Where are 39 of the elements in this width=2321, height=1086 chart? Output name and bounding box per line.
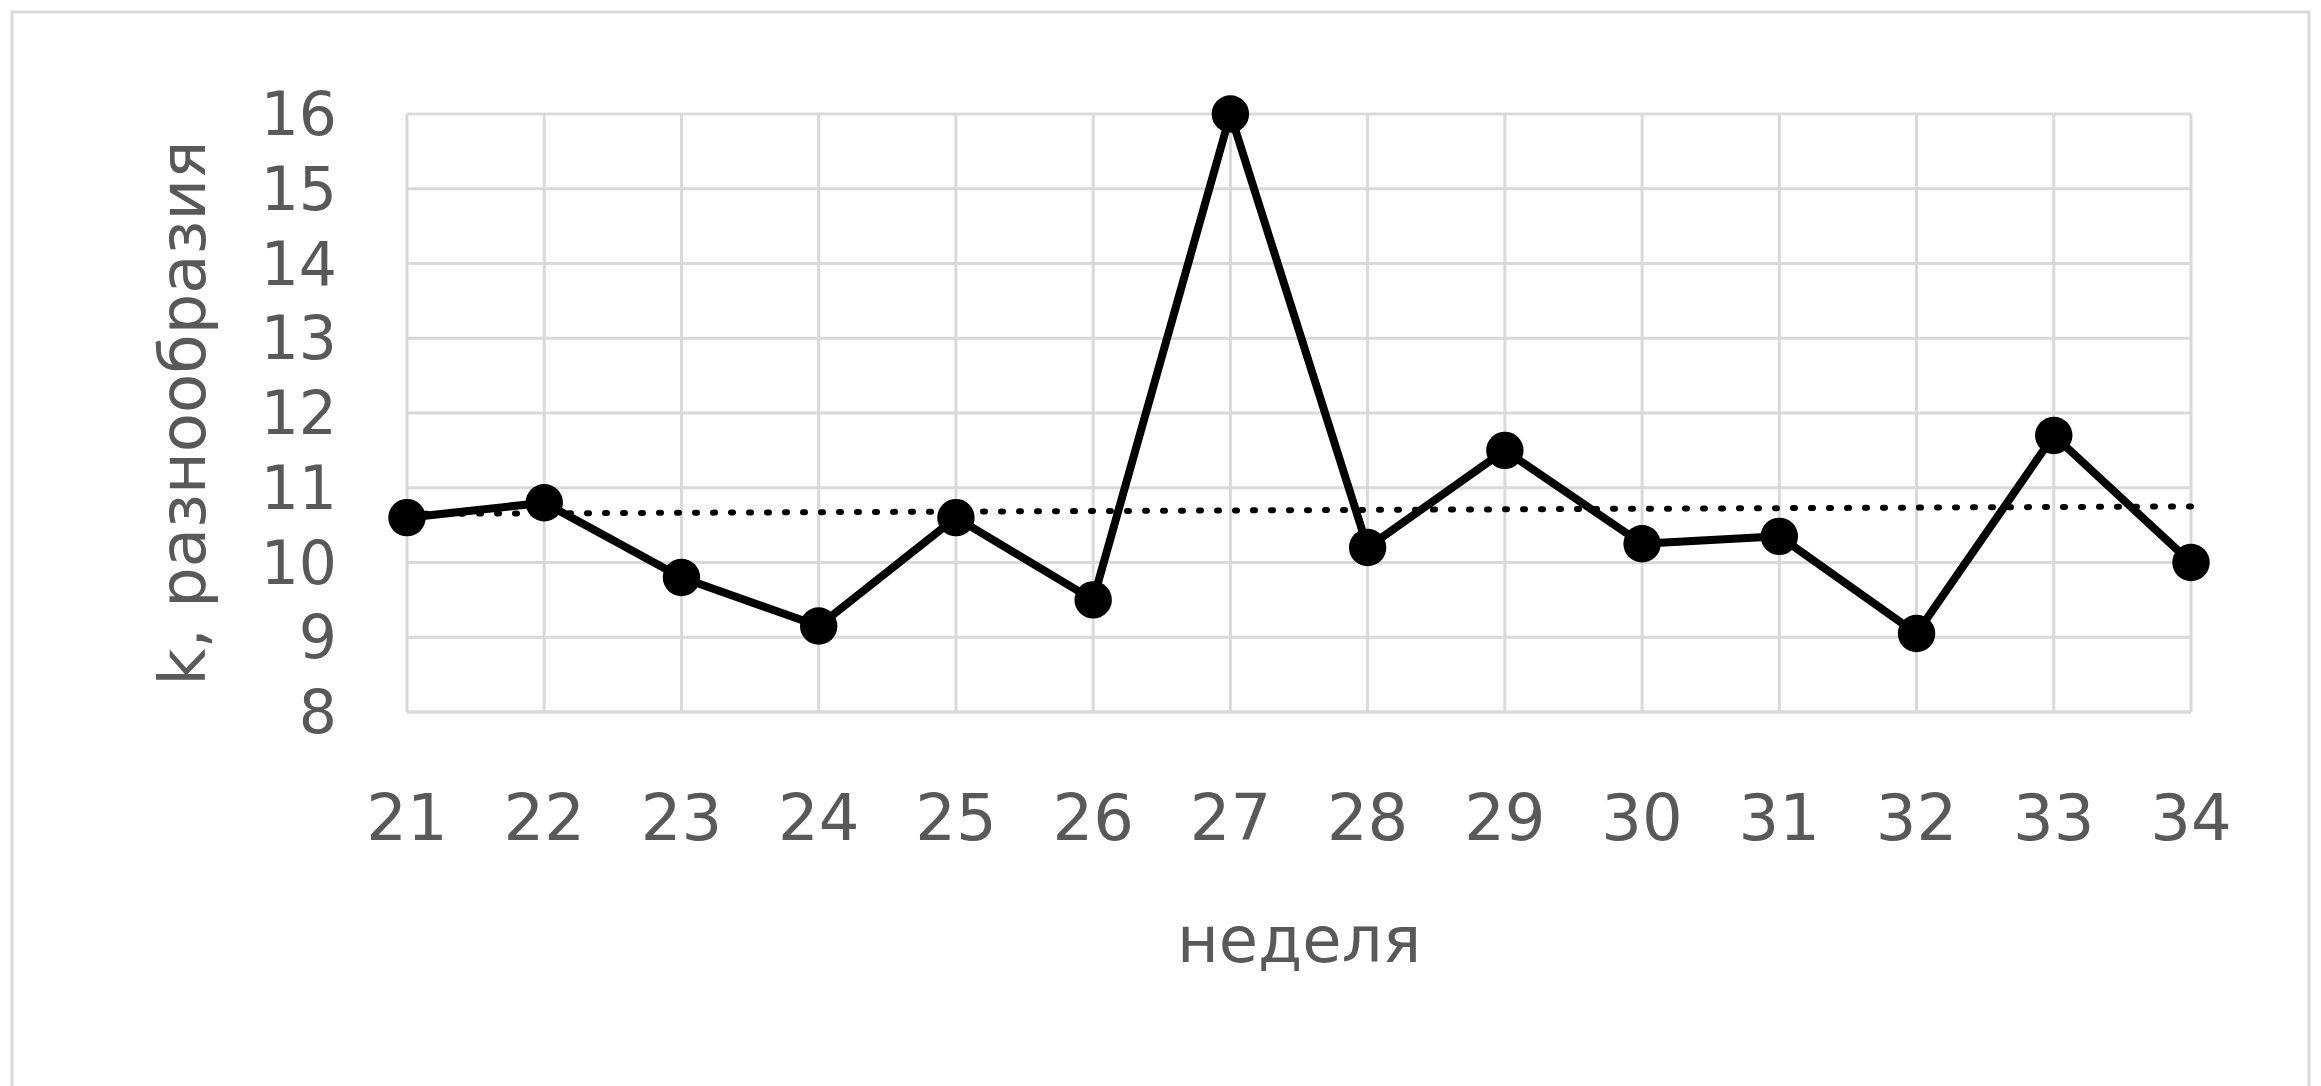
y-tick-label: 15 <box>260 153 337 224</box>
x-tick-label: 22 <box>503 781 585 855</box>
point <box>2172 543 2210 582</box>
point <box>1623 525 1661 563</box>
y-tick-label: 16 <box>260 79 337 149</box>
point <box>1897 614 1936 653</box>
x-axis-title: неделя <box>1176 903 1422 977</box>
x-tick-label: 33 <box>2013 781 2095 855</box>
point <box>1211 95 1250 133</box>
y-tick-label: 10 <box>260 527 337 598</box>
point <box>1760 517 1799 556</box>
y-tick-label: 13 <box>260 303 337 374</box>
point <box>525 484 563 522</box>
y-tick-label: 14 <box>260 228 337 299</box>
point <box>1074 581 1112 619</box>
x-tick-label: 29 <box>1464 781 1546 855</box>
x-tick-label: 21 <box>366 781 448 855</box>
point <box>2035 416 2073 455</box>
x-tick-label: 34 <box>2150 781 2232 855</box>
x-tick-label: 28 <box>1326 781 1409 855</box>
x-tick-label: 26 <box>1052 781 1134 855</box>
y-tick-label: 8 <box>298 677 337 747</box>
point <box>388 498 426 537</box>
point <box>937 498 975 537</box>
point <box>1348 528 1387 567</box>
point <box>799 607 838 645</box>
x-tick-label: 23 <box>640 781 723 855</box>
x-tick-label: 30 <box>1601 781 1683 855</box>
x-tick-label: 25 <box>915 781 997 855</box>
x-tick-label: 32 <box>1875 781 1958 855</box>
y-tick-label: 9 <box>298 602 337 673</box>
y-tick-label: 11 <box>260 452 337 523</box>
x-tick-label: 31 <box>1738 781 1821 855</box>
point <box>1486 431 1524 470</box>
y-tick-label: 12 <box>260 378 337 448</box>
x-tick-label: 24 <box>777 781 860 855</box>
y-axis-title: k, разнообразия <box>146 140 220 686</box>
point <box>662 558 701 597</box>
x-tick-label: 27 <box>1189 781 1272 855</box>
